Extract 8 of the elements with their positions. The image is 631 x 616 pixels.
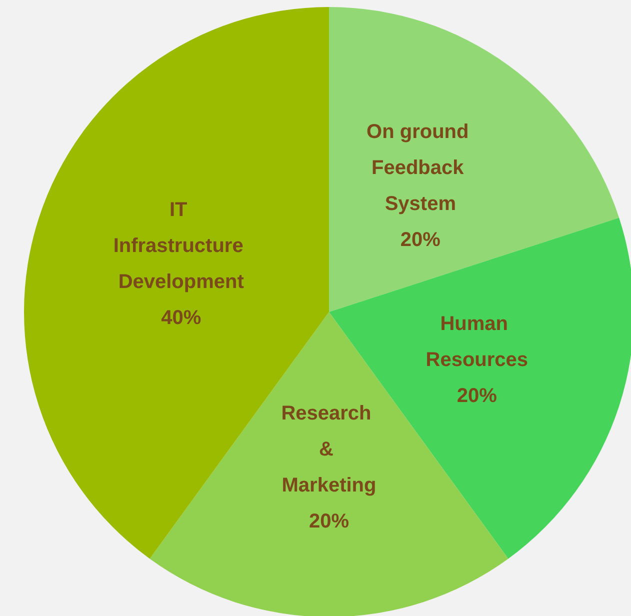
slice-label: IT Infrastructure Development [113,198,249,293]
data-label: 20% [456,385,498,408]
slice-label: Human Resources [426,313,528,372]
data-label: 40% [161,306,202,329]
slice-label: On ground Feedback System [366,121,474,216]
slice-label: Research & Marketing [281,402,377,496]
data-label: 20% [400,229,441,252]
data-label: 20% [308,510,350,532]
